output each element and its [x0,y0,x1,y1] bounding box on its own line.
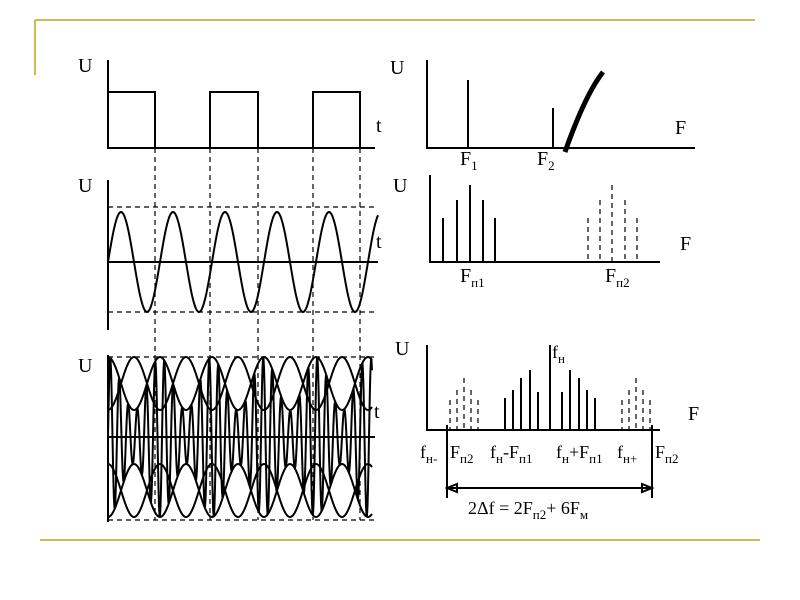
label-part: -F [503,442,519,462]
freq-label: fн-Fп1 [490,442,532,466]
freq-label: fн+ [617,442,637,466]
label-part: F [460,148,471,170]
axis-label: t [376,231,382,253]
freq-label: Fп2 [605,265,630,290]
freq-label: fн+Fп1 [556,442,603,466]
axis-label: t [374,401,380,423]
subscript: н- [426,451,437,466]
subscript: п1 [589,451,602,466]
freq-label: F1 [460,148,478,173]
axis-label: U [78,55,93,77]
axis-label: U [78,175,93,197]
axis-label: F [688,403,699,425]
subscript: 2 [548,158,555,173]
formula: 2Δf = 2Fп2+ 6Fм [468,498,588,522]
label-part: F [655,442,665,462]
subscript: п1 [471,275,484,290]
label-part: F [537,148,548,170]
freq-label: Fп2 [450,442,473,466]
subscript: п2 [533,507,546,522]
axis-label: U [390,57,405,79]
subscript: н [562,451,569,466]
axis-label: U [393,175,408,197]
subscript: н+ [623,451,637,466]
label-part: F [460,265,471,287]
label-part: f [617,442,623,462]
label-part: +F [569,442,589,462]
freq-label: Fп2 [655,442,678,466]
label-part: f [552,342,558,362]
frame [34,19,760,541]
subscript: н [558,351,565,366]
label-part: F [605,265,616,287]
subscript: п1 [519,451,532,466]
label-part: + 6F [546,498,580,518]
freq-label: Fп1 [460,265,485,290]
axis-label: F [680,233,691,255]
label-part: f [420,442,426,462]
axis-label: U [395,338,410,360]
label-part: f [556,442,562,462]
label-part: F [450,442,460,462]
subscript: н [496,451,503,466]
label-part: 2Δf = 2F [468,498,533,518]
subscript: м [580,507,588,522]
freq-label: fн- [420,442,437,466]
subscript: 1 [471,158,478,173]
axis-label: F [675,117,686,139]
spectra [426,60,695,498]
waveforms [107,60,379,522]
axis-label: U [78,355,93,377]
freq-label: F2 [537,148,555,173]
subscript: п2 [460,451,473,466]
freq-label: fн [552,342,565,366]
label-part: f [490,442,496,462]
subscript: п2 [665,451,678,466]
subscript: п2 [616,275,629,290]
axis-label: t [376,115,382,137]
